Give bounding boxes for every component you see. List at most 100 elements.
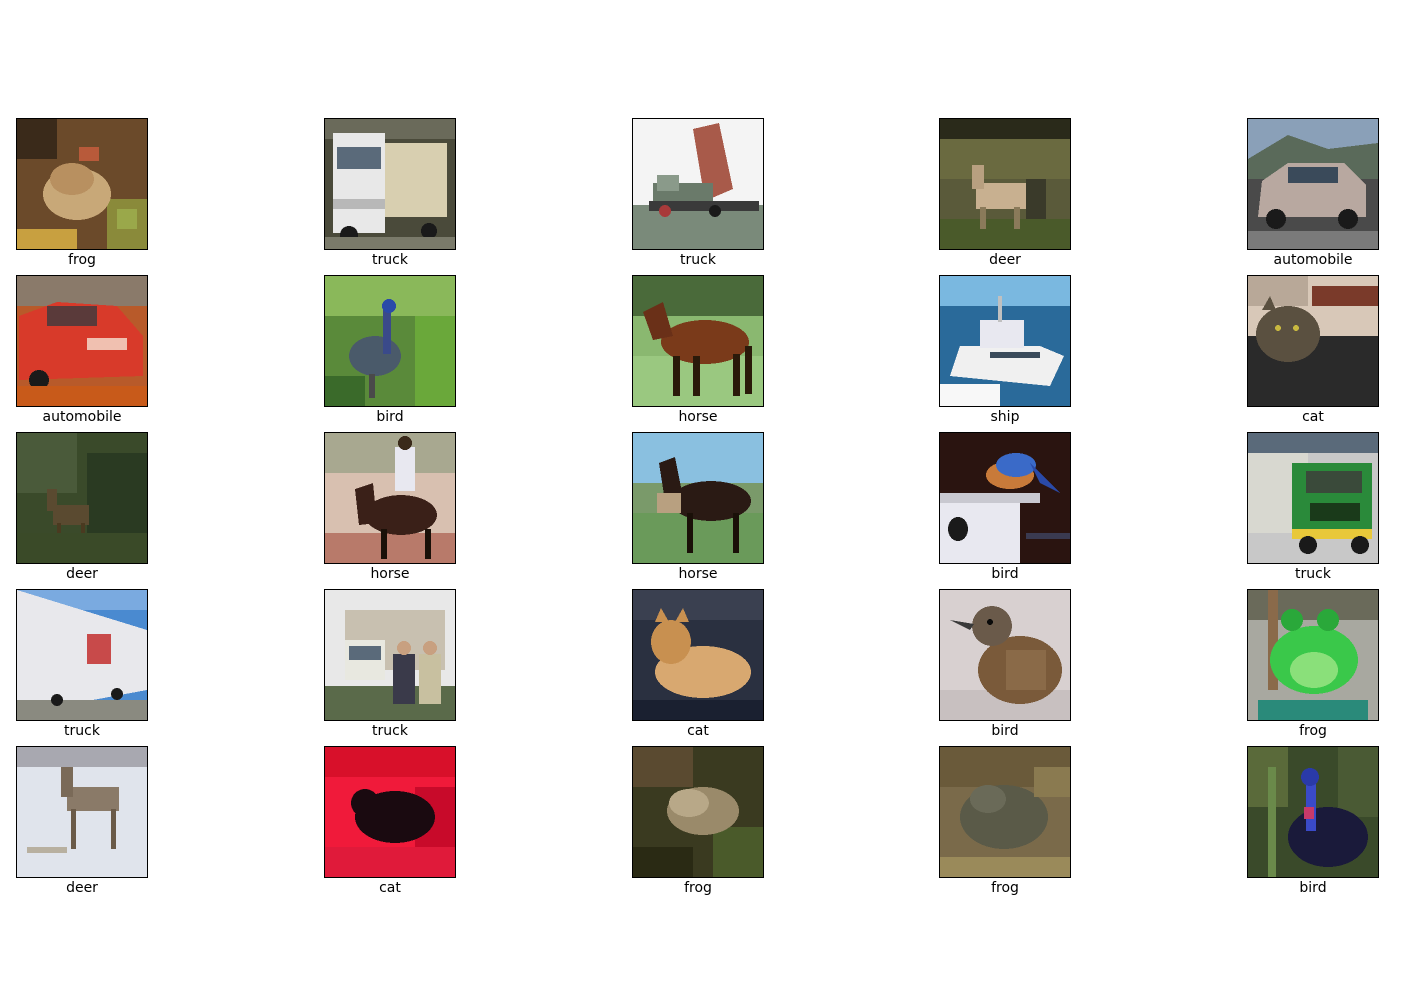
image-label: frog bbox=[684, 880, 712, 896]
image-cell: truck bbox=[324, 589, 456, 749]
image-label: bird bbox=[991, 566, 1019, 582]
horse-brown-picture bbox=[633, 276, 763, 406]
image-label: bird bbox=[376, 409, 404, 425]
image-label: cat bbox=[687, 723, 709, 739]
deer-field-picture bbox=[940, 119, 1070, 249]
image-label: deer bbox=[66, 566, 98, 582]
image-thumbnail bbox=[16, 118, 148, 250]
cat-red-picture bbox=[325, 747, 455, 877]
image-cell: deer bbox=[16, 746, 148, 906]
image-label: cat bbox=[379, 880, 401, 896]
image-thumbnail bbox=[632, 746, 764, 878]
image-label: truck bbox=[372, 252, 408, 268]
image-cell: cat bbox=[632, 589, 764, 749]
image-thumbnail bbox=[939, 118, 1071, 250]
image-thumbnail bbox=[324, 589, 456, 721]
truck-white-picture bbox=[325, 119, 455, 249]
image-cell: bird bbox=[939, 432, 1071, 592]
image-label: frog bbox=[991, 880, 1019, 896]
image-thumbnail bbox=[632, 589, 764, 721]
bird-sparrow-picture bbox=[940, 590, 1070, 720]
image-cell: deer bbox=[16, 432, 148, 592]
frog-toad-picture bbox=[940, 747, 1070, 877]
image-thumbnail bbox=[632, 118, 764, 250]
deer-forest-picture bbox=[17, 433, 147, 563]
image-thumbnail bbox=[16, 432, 148, 564]
image-label: truck bbox=[680, 252, 716, 268]
image-cell: frog bbox=[939, 746, 1071, 906]
truck-people-picture bbox=[325, 590, 455, 720]
image-label: frog bbox=[1299, 723, 1327, 739]
image-thumbnail bbox=[632, 432, 764, 564]
truck-green-picture bbox=[1248, 433, 1378, 563]
image-thumbnail bbox=[1247, 118, 1379, 250]
image-label: automobile bbox=[1273, 252, 1353, 268]
image-thumbnail bbox=[1247, 589, 1379, 721]
image-cell: ship bbox=[939, 275, 1071, 435]
image-thumbnail bbox=[16, 589, 148, 721]
image-cell: automobile bbox=[16, 275, 148, 435]
image-cell: automobile bbox=[1247, 118, 1379, 278]
image-label: deer bbox=[66, 880, 98, 896]
image-label: truck bbox=[64, 723, 100, 739]
dump-truck-picture bbox=[633, 119, 763, 249]
image-cell: truck bbox=[1247, 432, 1379, 592]
image-thumbnail bbox=[1247, 275, 1379, 407]
frog-green-picture bbox=[1248, 590, 1378, 720]
image-thumbnail bbox=[324, 118, 456, 250]
image-cell: frog bbox=[1247, 589, 1379, 749]
image-label: frog bbox=[68, 252, 96, 268]
image-cell: truck bbox=[632, 118, 764, 278]
cat-orange-picture bbox=[633, 590, 763, 720]
image-thumbnail bbox=[939, 589, 1071, 721]
image-thumbnail bbox=[1247, 432, 1379, 564]
image-cell: cat bbox=[1247, 275, 1379, 435]
image-cell: bird bbox=[1247, 746, 1379, 906]
image-thumbnail bbox=[939, 275, 1071, 407]
image-label: truck bbox=[372, 723, 408, 739]
image-thumbnail bbox=[939, 746, 1071, 878]
car-silver-picture bbox=[1248, 119, 1378, 249]
image-cell: bird bbox=[324, 275, 456, 435]
image-thumbnail bbox=[939, 432, 1071, 564]
image-cell: cat bbox=[324, 746, 456, 906]
image-cell: deer bbox=[939, 118, 1071, 278]
image-cell: truck bbox=[16, 589, 148, 749]
car-red-picture bbox=[17, 276, 147, 406]
image-thumbnail bbox=[324, 432, 456, 564]
image-cell: truck bbox=[324, 118, 456, 278]
deer-snow-picture bbox=[17, 747, 147, 877]
image-cell: horse bbox=[632, 432, 764, 592]
ship-picture bbox=[940, 276, 1070, 406]
image-label: ship bbox=[990, 409, 1020, 425]
frog-picture bbox=[17, 119, 147, 249]
frog-ground-picture bbox=[633, 747, 763, 877]
horse-dark-picture bbox=[633, 433, 763, 563]
image-label: truck bbox=[1295, 566, 1331, 582]
image-thumbnail bbox=[1247, 746, 1379, 878]
image-thumbnail bbox=[16, 275, 148, 407]
image-label: cat bbox=[1302, 409, 1324, 425]
image-label: horse bbox=[678, 566, 718, 582]
truck-trailer-picture bbox=[17, 590, 147, 720]
image-label: bird bbox=[1299, 880, 1327, 896]
image-cell: frog bbox=[632, 746, 764, 906]
image-thumbnail bbox=[16, 746, 148, 878]
image-thumbnail bbox=[324, 275, 456, 407]
image-label: automobile bbox=[42, 409, 122, 425]
bird-peacock-picture bbox=[325, 276, 455, 406]
image-label: horse bbox=[370, 566, 410, 582]
horse-rider-picture bbox=[325, 433, 455, 563]
bird-blue-picture bbox=[940, 433, 1070, 563]
image-label: horse bbox=[678, 409, 718, 425]
image-thumbnail bbox=[632, 275, 764, 407]
cat-dark-picture bbox=[1248, 276, 1378, 406]
image-label: bird bbox=[991, 723, 1019, 739]
image-label: deer bbox=[989, 252, 1021, 268]
image-cell: horse bbox=[324, 432, 456, 592]
image-cell: frog bbox=[16, 118, 148, 278]
image-cell: horse bbox=[632, 275, 764, 435]
bird-cassowary-picture bbox=[1248, 747, 1378, 877]
image-cell: bird bbox=[939, 589, 1071, 749]
